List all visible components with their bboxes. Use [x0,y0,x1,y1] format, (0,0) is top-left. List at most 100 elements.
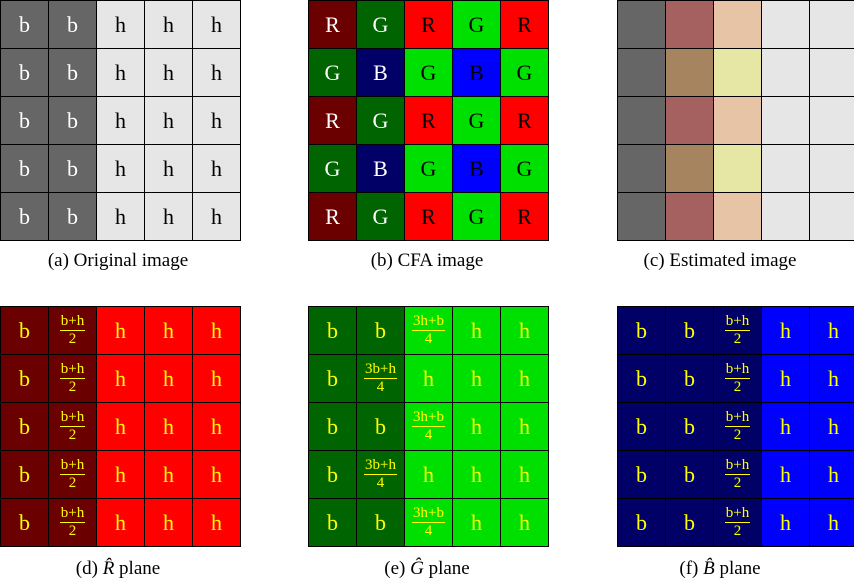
cell-label: b [684,461,695,487]
caption-g-plane-prefix: (e) [384,558,411,579]
cell-label: h [780,509,791,535]
grid-cell [762,49,809,96]
cell-label: h [780,365,791,391]
grid-cell: b [49,49,96,96]
grid-cell [618,145,665,192]
cell-label: h [471,317,482,343]
grid-cell: b [49,1,96,48]
grid-cell: h [762,355,809,402]
grid-cell [666,1,713,48]
grid-cell: b [618,355,665,402]
cell-label: h [211,59,222,85]
cell-label: h [211,509,222,535]
fraction-label: b+h 2 [724,361,751,396]
grid-cell: R [405,1,452,48]
grid-cell: h [193,307,240,354]
cell-label: b [684,509,695,535]
caption-estimated-image: (c) Estimated image [643,250,797,271]
fraction-label: 3b+h 4 [364,456,397,492]
grid-cell: b [357,307,404,354]
cell-label: h [115,59,126,85]
grid-cell: G [357,193,404,240]
cell-label: h [115,317,126,343]
grid-cell: h [145,403,192,450]
fraction-numerator: b+h [724,408,751,427]
cell-label: h [828,461,839,487]
grid-cell: h [501,499,548,546]
caption-b-plane-suffix: plane [714,558,761,579]
grid-cell: G [357,1,404,48]
fraction-numerator: b+h [59,360,86,379]
cell-label: G [516,155,533,181]
grid-cell: G [357,97,404,144]
grid-cell: b [666,499,713,546]
cell-label: b [636,317,647,343]
cell-label: h [115,461,126,487]
grid-cell: h [453,499,500,546]
fraction-label: b+h 2 [59,360,86,396]
grid-cell: h [97,355,144,402]
grid-cell: h [145,1,192,48]
fraction-numerator: b+h [59,408,86,427]
cell-label: b [19,509,30,535]
grid-cell [810,97,854,144]
grid-cell: h [501,307,548,354]
cell-label: h [163,413,174,439]
grid-cell [714,97,761,144]
grid-cell: b [1,451,48,498]
cell-label: h [115,413,126,439]
grid-cell: b+h 2 [714,451,761,498]
estimated-image-grid [617,0,854,241]
cell-label: h [828,509,839,535]
cell-label: G [468,203,485,229]
fraction-label: b+h 2 [59,505,86,540]
cell-label: h [163,155,174,181]
caption-original-image: (a) Original image [47,250,189,271]
fraction-denominator: 2 [68,426,77,443]
cell-label: R [517,203,532,229]
grid-cell: h [762,451,809,498]
fraction-numerator: b+h [724,456,751,475]
cell-label: h [115,509,126,535]
cell-label: h [423,461,434,487]
fraction-label: b+h 2 [59,313,86,348]
cell-label: b [19,365,30,391]
cell-label: h [211,11,222,37]
grid-cell: G [501,145,548,192]
fraction-numerator: 3h+b [412,408,445,427]
grid-cell: b [49,193,96,240]
grid-cell: h [97,97,144,144]
cell-label: h [163,59,174,85]
cell-label: b [684,365,695,391]
fraction-numerator: 3b+h [364,456,397,475]
grid-cell: h [810,307,854,354]
cell-label: b [636,509,647,535]
grid-cell: h [810,499,854,546]
cell-label: R [421,11,436,37]
cell-label: h [163,203,174,229]
cell-label: b [19,413,30,439]
grid-cell: h [405,355,452,402]
grid-cell: h [810,403,854,450]
grid-cell: b [309,307,356,354]
grid-cell: R [501,1,548,48]
cell-label: h [115,155,126,181]
grid-cell: b [309,451,356,498]
grid-cell: b+h 2 [49,451,96,498]
cell-label: h [115,11,126,37]
grid-cell: b [618,499,665,546]
grid-cell: h [453,403,500,450]
cell-label: b [636,365,647,391]
grid-cell: h [193,355,240,402]
grid-cell: h [97,403,144,450]
cell-label: B [469,155,484,181]
grid-cell: h [97,307,144,354]
grid-cell: R [501,97,548,144]
grid-cell [666,49,713,96]
cell-label: h [211,203,222,229]
cell-label: G [516,59,533,85]
grid-cell: b+h 2 [49,403,96,450]
grid-cell: b [1,49,48,96]
fraction-label: b+h 2 [724,456,751,492]
